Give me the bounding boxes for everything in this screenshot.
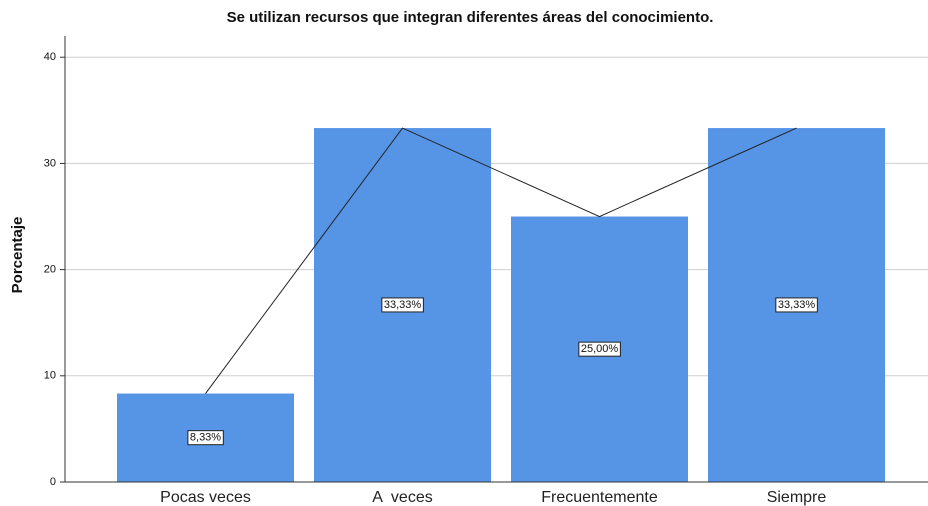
x-tick-label: A veces <box>372 489 432 506</box>
y-tick-label: 0 <box>50 476 56 488</box>
value-label-box <box>775 297 818 313</box>
value-label-box <box>381 297 424 313</box>
y-tick-label: 30 <box>44 157 56 169</box>
line <box>205 127 797 394</box>
value-label-box <box>578 341 621 357</box>
value-label-box <box>187 430 224 446</box>
value-label: 33,33% <box>384 299 422 311</box>
x-tick-label: Siempre <box>767 489 827 506</box>
chart-title: Se utilizan recursos que integran difere… <box>227 9 714 26</box>
value-label: 25,00% <box>581 343 619 355</box>
x-tick-label: Pocas veces <box>160 489 251 506</box>
value-label: 33,33% <box>778 299 816 311</box>
value-label: 8,33% <box>190 432 221 444</box>
y-axis-label: Porcentaje <box>9 217 26 294</box>
y-tick-label: 10 <box>44 370 56 382</box>
x-tick-label: Frecuentemente <box>541 489 658 506</box>
y-tick-label: 20 <box>44 264 56 276</box>
y-tick-label: 40 <box>44 51 56 63</box>
